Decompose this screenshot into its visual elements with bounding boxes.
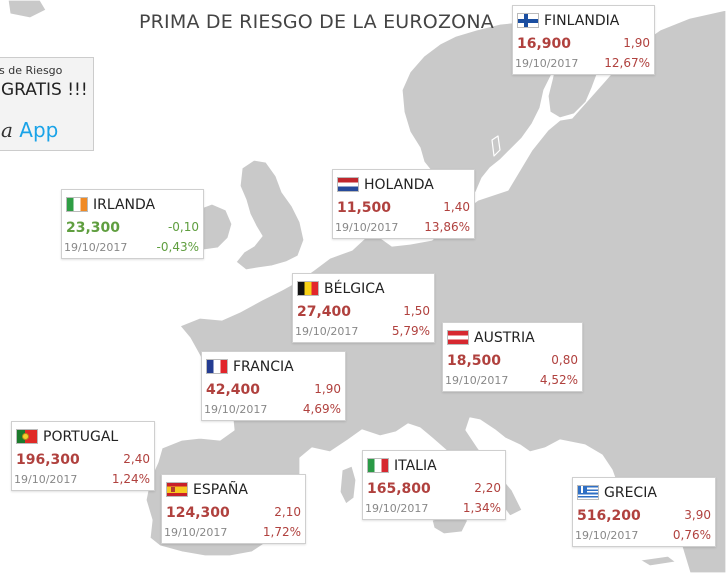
quote-date: 19/10/2017	[335, 221, 399, 234]
quote-date: 19/10/2017	[164, 526, 228, 539]
flag-finland-icon	[517, 13, 539, 28]
risk-premium-change: 0,80	[551, 353, 578, 367]
risk-premium-value: 516,200	[577, 508, 641, 524]
country-name: HOLANDA	[364, 176, 434, 193]
promo-a-text: a	[1, 118, 13, 142]
country-card-portugal[interactable]: PORTUGAL 196,300 2,40 19/10/2017 1,24%	[11, 421, 155, 491]
country-card-finlandia[interactable]: FINLANDIA 16,900 1,90 19/10/2017 12,67%	[512, 5, 655, 75]
risk-premium-percent: 12,67%	[604, 56, 650, 70]
promo-banner[interactable]: s de Riesgo GRATIS !!! a App	[0, 57, 94, 151]
country-card-espana[interactable]: ESPAÑA 124,300 2,10 19/10/2017 1,72%	[161, 474, 306, 544]
quote-date: 19/10/2017	[445, 374, 509, 387]
risk-premium-percent: 4,69%	[302, 402, 341, 416]
great-britain-shape	[235, 159, 305, 271]
risk-premium-change: 1,50	[403, 304, 430, 318]
flag-netherlands-icon	[337, 177, 359, 192]
risk-premium-value: 18,500	[447, 353, 502, 369]
risk-premium-value: 11,500	[337, 200, 392, 216]
country-name: GRECIA	[604, 484, 657, 501]
country-card-irlanda[interactable]: IRLANDA 23,300 -0,10 19/10/2017 -0,43%	[61, 189, 204, 259]
risk-premium-value: 27,400	[297, 304, 352, 320]
risk-premium-value: 23,300	[66, 220, 121, 236]
risk-premium-percent: 5,79%	[391, 324, 430, 338]
crete-shape	[639, 555, 677, 567]
risk-premium-percent: 1,72%	[262, 525, 301, 539]
quote-date: 19/10/2017	[365, 502, 429, 515]
risk-premium-change: 2,10	[274, 505, 301, 519]
risk-premium-value: 165,800	[367, 481, 431, 497]
flag-belgium-icon	[297, 281, 319, 296]
country-card-holanda[interactable]: HOLANDA 11,500 1,40 19/10/2017 13,86%	[332, 169, 475, 239]
country-name: BÉLGICA	[324, 280, 385, 297]
risk-premium-change: 1,40	[443, 200, 470, 214]
risk-premium-percent: -0,43%	[156, 240, 199, 254]
flag-france-icon	[206, 359, 228, 374]
flag-austria-icon	[447, 330, 469, 345]
quote-date: 19/10/2017	[14, 473, 78, 486]
quote-date: 19/10/2017	[64, 241, 128, 254]
page-title: PRIMA DE RIESGO DE LA EUROZONA	[139, 11, 494, 33]
gotland-shape	[491, 135, 501, 157]
quote-date: 19/10/2017	[575, 529, 639, 542]
flag-portugal-icon	[16, 429, 38, 444]
risk-premium-percent: 1,24%	[111, 472, 150, 486]
risk-premium-change: 1,90	[314, 382, 341, 396]
country-name: PORTUGAL	[43, 428, 119, 445]
flag-greece-icon	[577, 485, 599, 500]
country-card-francia[interactable]: FRANCIA 42,400 1,90 19/10/2017 4,69%	[201, 351, 346, 421]
quote-date: 19/10/2017	[204, 403, 268, 416]
country-card-austria[interactable]: AUSTRIA 18,500 0,80 19/10/2017 4,52%	[442, 322, 583, 392]
country-name: ESPAÑA	[193, 481, 248, 498]
risk-premium-percent: 13,86%	[424, 220, 470, 234]
country-name: IRLANDA	[93, 196, 156, 213]
risk-premium-change: 2,40	[123, 452, 150, 466]
risk-premium-value: 196,300	[16, 452, 80, 468]
promo-line-2: GRATIS !!!	[1, 80, 88, 100]
flag-spain-icon	[166, 482, 188, 497]
risk-premium-percent: 0,76%	[672, 528, 711, 542]
country-name: AUSTRIA	[474, 329, 535, 346]
quote-date: 19/10/2017	[515, 57, 579, 70]
risk-premium-change: 3,90	[684, 508, 711, 522]
country-name: FRANCIA	[233, 358, 294, 375]
risk-premium-percent: 1,34%	[462, 501, 501, 515]
promo-line-1: s de Riesgo	[0, 64, 63, 77]
flag-italy-icon	[367, 458, 389, 473]
sardinia-shape	[339, 465, 357, 505]
country-card-grecia[interactable]: GRECIA 516,200 3,90 19/10/2017 0,76%	[572, 477, 716, 547]
risk-premium-change: 2,20	[474, 481, 501, 495]
risk-premium-change: 1,90	[623, 36, 650, 50]
country-name: FINLANDIA	[544, 12, 620, 29]
iceland-shape	[7, 0, 47, 19]
promo-app-link[interactable]: App	[19, 118, 59, 142]
country-card-italia[interactable]: ITALIA 165,800 2,20 19/10/2017 1,34%	[362, 450, 506, 520]
country-card-belgica[interactable]: BÉLGICA 27,400 1,50 19/10/2017 5,79%	[292, 273, 435, 343]
quote-date: 19/10/2017	[295, 325, 359, 338]
risk-premium-value: 16,900	[517, 36, 572, 52]
risk-premium-value: 42,400	[206, 382, 261, 398]
mainland-europe-shape	[145, 9, 726, 573]
flag-ireland-icon	[66, 197, 88, 212]
promo-app-line[interactable]: a App	[1, 118, 58, 142]
risk-premium-change: -0,10	[167, 220, 199, 234]
risk-premium-value: 124,300	[166, 505, 230, 521]
country-name: ITALIA	[394, 457, 437, 474]
risk-premium-percent: 4,52%	[539, 373, 578, 387]
